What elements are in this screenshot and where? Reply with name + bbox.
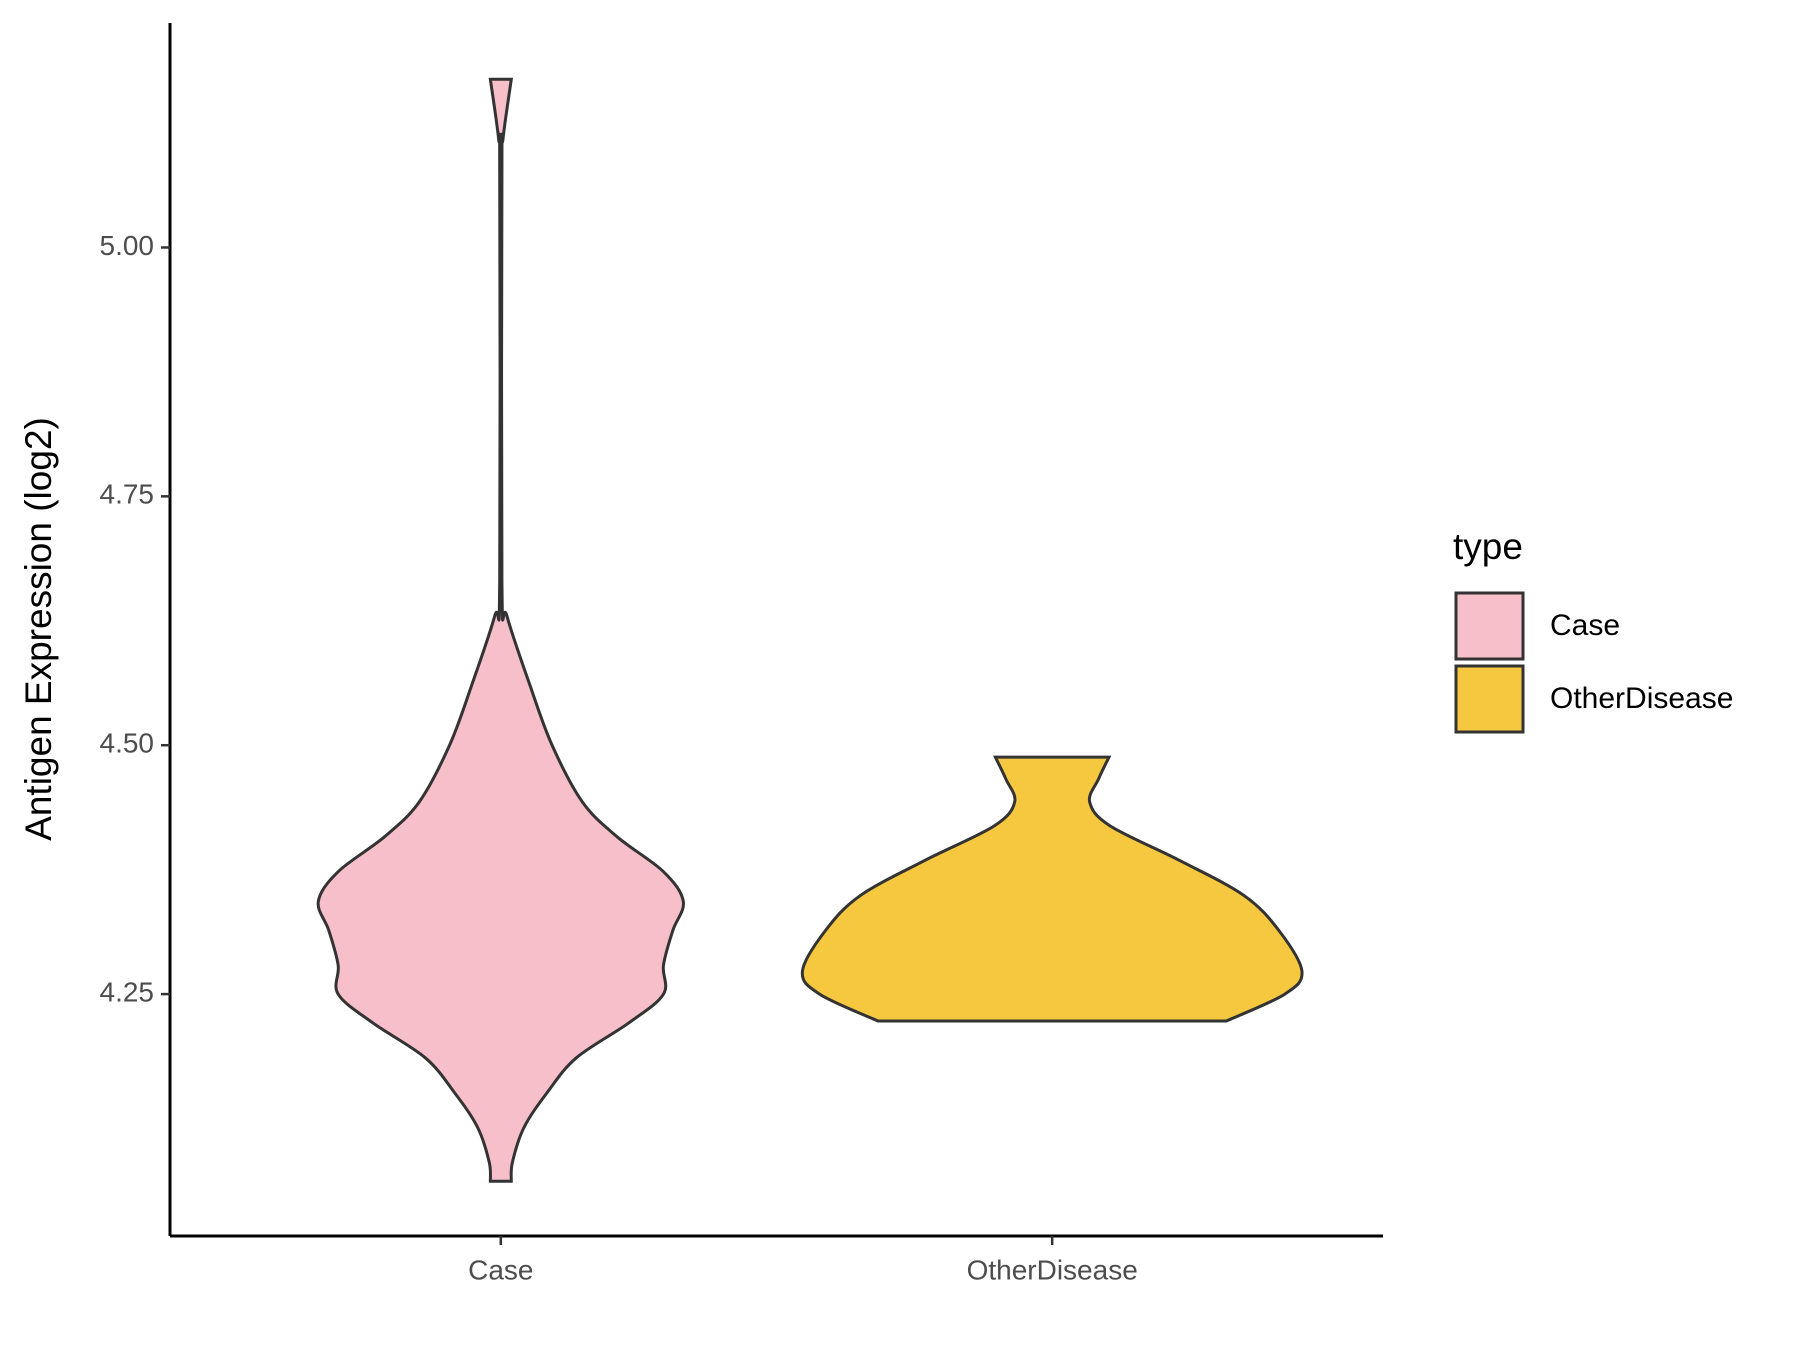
y-tick-label: 4.50: [100, 728, 155, 759]
legend-swatch: [1454, 664, 1525, 734]
y-axis-title: Antigen Expression (log2): [18, 417, 59, 841]
y-tick-label: 4.25: [100, 976, 155, 1007]
legend-title: type: [1453, 526, 1523, 567]
legend-label: OtherDisease: [1550, 682, 1733, 715]
y-tick-label: 4.75: [100, 479, 155, 510]
legend-label: Case: [1550, 609, 1620, 642]
legend-swatch: [1454, 591, 1525, 661]
violin: [800, 755, 1304, 1023]
y-tick-label: 5.00: [100, 230, 155, 261]
x-tick-label: OtherDisease: [967, 1254, 1138, 1285]
x-tick-label: Case: [468, 1254, 533, 1285]
violin: [316, 77, 685, 1183]
